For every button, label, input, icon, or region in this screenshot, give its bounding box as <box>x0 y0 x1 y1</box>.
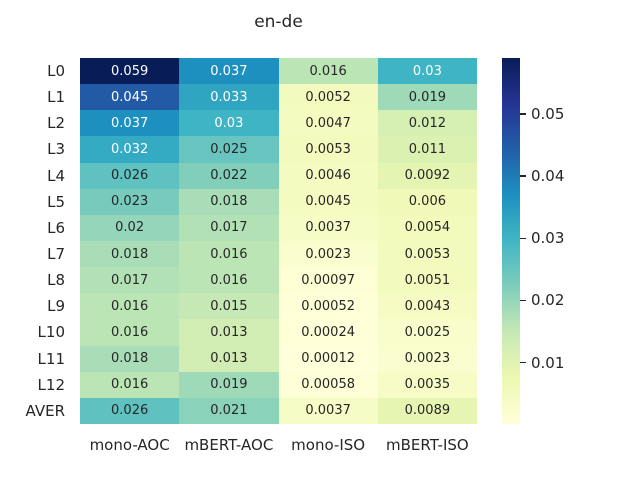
row-label: L9 <box>47 297 65 316</box>
heatmap-cell: 0.00012 <box>278 345 378 372</box>
heatmap-cell: 0.0051 <box>377 267 477 294</box>
heatmap-cell: 0.018 <box>80 240 180 268</box>
row-label: L2 <box>47 114 65 133</box>
colorbar <box>502 58 520 424</box>
heatmap-cell: 0.026 <box>80 397 180 424</box>
heatmap-cell: 0.006 <box>377 188 477 215</box>
heatmap-cell: 0.016 <box>179 267 279 294</box>
heatmap-cell: 0.016 <box>179 240 279 268</box>
heatmap-cell: 0.0045 <box>278 188 378 215</box>
heatmap-cell: 0.03 <box>179 110 279 137</box>
heatmap-cell: 0.011 <box>377 136 477 163</box>
heatmap-cell: 0.012 <box>377 110 477 137</box>
colorbar-tick-mark <box>520 361 526 364</box>
heatmap-cell: 0.0089 <box>377 397 477 424</box>
heatmap-cell: 0.025 <box>179 136 279 163</box>
heatmap-cell: 0.016 <box>80 371 180 398</box>
heatmap-cell: 0.0023 <box>278 240 378 268</box>
heatmap-cell: 0.015 <box>179 293 279 320</box>
heatmap-cell: 0.0053 <box>278 136 378 163</box>
colorbar-tick-mark <box>520 175 526 177</box>
heatmap-cell: 0.0046 <box>278 162 378 189</box>
heatmap-cell: 0.016 <box>278 58 378 85</box>
row-label: L8 <box>47 271 65 290</box>
row-label: L7 <box>47 245 65 264</box>
colorbar-tick-label: 0.04 <box>531 167 565 186</box>
colorbar-tick-mark <box>520 299 526 302</box>
heatmap-cell: 0.0035 <box>377 371 477 398</box>
heatmap-cell: 0.00058 <box>278 371 378 398</box>
heatmap-cell: 0.00052 <box>278 293 378 320</box>
heatmap-cell: 0.0053 <box>377 240 477 268</box>
heatmap-cell: 0.0037 <box>278 214 378 241</box>
column-label: mono-ISO <box>291 436 366 454</box>
heatmap-cell: 0.00097 <box>278 267 378 294</box>
heatmap-cell: 0.037 <box>80 110 180 137</box>
y-axis-tick-labels: L0 L1 L2 L3 L4 L5 L6 L7 L8 L9 L10 L11 L12 AVER <box>0 58 65 424</box>
heatmap-grid: 0.059 0.037 0.016 0.03 0.045 0.033 0.0052 0.019… <box>80 58 477 424</box>
colorbar-tick-mark <box>520 237 526 239</box>
column-label: mBERT-AOC <box>184 436 274 454</box>
colorbar-tick-label: 0.03 <box>531 229 565 248</box>
heatmap-cell: 0.0092 <box>377 162 477 189</box>
heatmap-cell: 0.026 <box>80 162 180 189</box>
heatmap-cell: 0.0043 <box>377 293 477 320</box>
heatmap-cell: 0.00024 <box>278 319 378 346</box>
heatmap-cell: 0.03 <box>377 58 477 85</box>
heatmap-cell: 0.033 <box>179 84 279 111</box>
heatmap-cell: 0.016 <box>80 319 180 346</box>
row-label: AVER <box>25 401 65 420</box>
colorbar-tick-label: 0.02 <box>531 291 565 310</box>
heatmap-cell: 0.02 <box>80 214 180 241</box>
heatmap-cell: 0.059 <box>80 58 180 85</box>
heatmap-cell: 0.018 <box>80 345 180 372</box>
heatmap-cell: 0.0054 <box>377 214 477 241</box>
row-label: L5 <box>47 192 65 211</box>
heatmap-cell: 0.0025 <box>377 319 477 346</box>
x-axis-tick-labels: mono-AOC mBERT-AOC mono-ISO mBERT-ISO <box>80 436 477 454</box>
heatmap-cell: 0.037 <box>179 58 279 85</box>
heatmap-cell: 0.013 <box>179 319 279 346</box>
column-label: mBERT-ISO <box>386 436 469 454</box>
heatmap-cell: 0.022 <box>179 162 279 189</box>
row-label: L10 <box>37 323 65 342</box>
heatmap-cell: 0.023 <box>80 188 180 215</box>
heatmap-cell: 0.032 <box>80 136 180 163</box>
heatmap-cell: 0.019 <box>179 371 279 398</box>
heatmap-cell: 0.017 <box>179 214 279 241</box>
heatmap-cell: 0.017 <box>80 267 180 294</box>
colorbar-tick-label: 0.01 <box>531 353 565 372</box>
heatmap-cell: 0.018 <box>179 188 279 215</box>
heatmap-cell: 0.013 <box>179 345 279 372</box>
heatmap-cell: 0.045 <box>80 84 180 111</box>
row-label: L3 <box>47 140 65 159</box>
colorbar-tick-mark <box>520 113 526 115</box>
heatmap-cell: 0.0037 <box>278 397 378 424</box>
row-label: L6 <box>47 218 65 237</box>
chart-title: en-de <box>254 12 303 32</box>
heatmap-cell: 0.021 <box>179 397 279 424</box>
colorbar-tick-label: 0.05 <box>531 104 565 123</box>
heatmap-cell: 0.016 <box>80 293 180 320</box>
row-label: L0 <box>47 62 65 81</box>
heatmap-cell: 0.0052 <box>278 84 378 111</box>
heatmap-cell: 0.019 <box>377 84 477 111</box>
row-label: L1 <box>47 88 65 107</box>
row-label: L4 <box>47 166 65 185</box>
heatmap-cell: 0.0023 <box>377 345 477 372</box>
column-label: mono-AOC <box>89 436 170 454</box>
row-label: L11 <box>37 349 65 368</box>
heatmap-cell: 0.0047 <box>278 110 378 137</box>
row-label: L12 <box>37 375 65 394</box>
